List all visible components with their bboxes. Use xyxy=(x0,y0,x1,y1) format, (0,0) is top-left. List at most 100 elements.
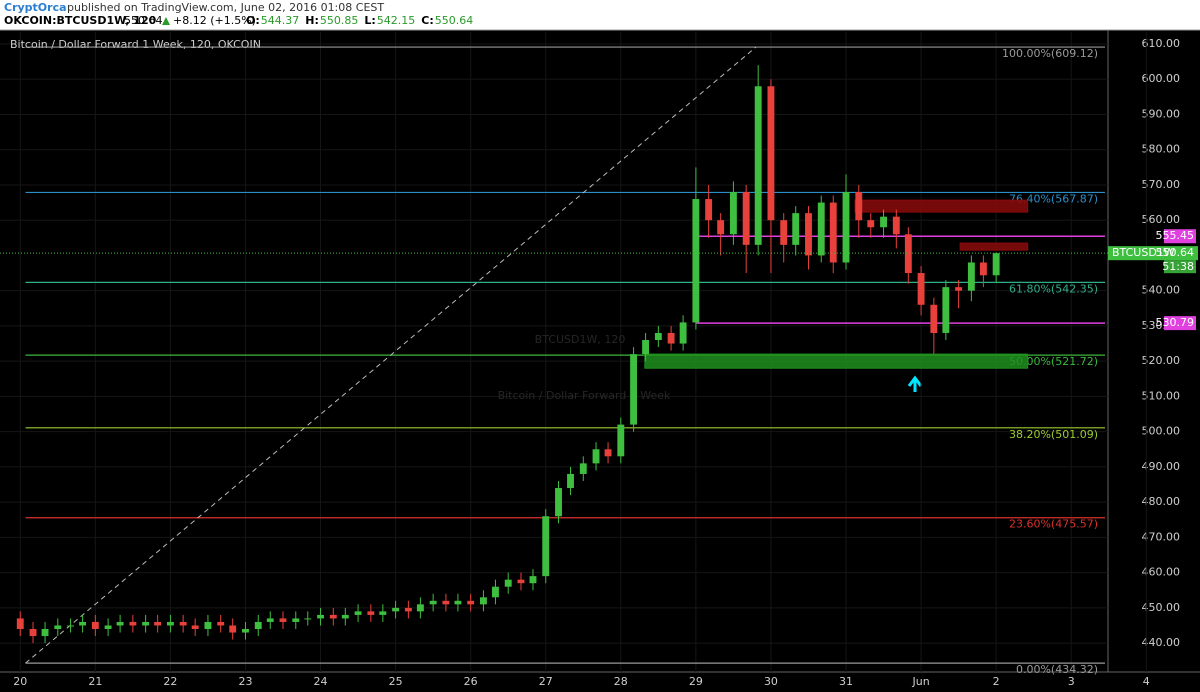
price-box xyxy=(1108,246,1198,261)
author[interactable]: CryptOrca xyxy=(4,1,67,14)
candle-body xyxy=(317,614,324,619)
fib-label: 100.00%(609.12) xyxy=(1002,47,1098,60)
candle-body xyxy=(529,576,537,584)
price-tag xyxy=(1164,229,1196,244)
last-price: 550.64 xyxy=(124,14,163,27)
candle-body xyxy=(705,199,713,221)
candle-body xyxy=(104,625,112,630)
candle-body xyxy=(517,579,525,584)
ohlc-value: 550.64 xyxy=(435,14,474,27)
candle-body xyxy=(229,625,237,633)
candle-body xyxy=(242,629,249,633)
candle-body xyxy=(191,625,199,630)
up-triangle xyxy=(162,17,170,25)
candle-body xyxy=(717,220,725,235)
published: published on TradingView.com, June 02, 2… xyxy=(67,1,384,14)
candle-body xyxy=(829,202,837,263)
candle-body xyxy=(154,621,162,626)
candle-body xyxy=(967,262,975,291)
candle-body xyxy=(742,192,750,245)
price-tag xyxy=(1164,316,1196,331)
candle-body xyxy=(955,287,963,291)
candle-body xyxy=(604,449,612,457)
candle-body xyxy=(504,579,512,587)
y-tick-label: 520.00 xyxy=(1142,354,1181,367)
candle-body xyxy=(992,253,1000,276)
fib-trend xyxy=(25,46,757,664)
candle-body xyxy=(416,604,424,612)
candle-body xyxy=(667,332,675,344)
x-tick-label: 22 xyxy=(163,675,177,688)
candle-body xyxy=(842,192,850,263)
candle-body xyxy=(79,621,87,626)
candle-body xyxy=(404,607,412,612)
candle-body xyxy=(942,287,950,333)
candle-body xyxy=(367,611,375,615)
candle-body xyxy=(542,516,550,577)
candle-body xyxy=(805,213,812,256)
candle-body xyxy=(467,600,475,605)
price-box-value: 550.64 xyxy=(1156,246,1195,259)
candle-body xyxy=(617,424,625,457)
candle-body xyxy=(654,332,662,341)
candle-body xyxy=(129,621,137,626)
y-tick-label: 500.00 xyxy=(1142,425,1181,438)
x-tick-label: 2 xyxy=(993,675,1000,688)
candle-body xyxy=(817,202,825,256)
price-tag-text: 555.45 xyxy=(1156,229,1195,242)
candle-body xyxy=(642,340,650,355)
candle-body xyxy=(329,614,337,619)
candle-body xyxy=(392,607,400,612)
x-tick-label: 27 xyxy=(539,675,553,688)
y-tick-label: 450.00 xyxy=(1142,601,1181,614)
candle-body xyxy=(579,463,587,474)
y-tick-label: 490.00 xyxy=(1142,460,1181,473)
candle-body xyxy=(592,449,600,464)
countdown-box xyxy=(1164,260,1196,274)
fib-label: 50.00%(521.72) xyxy=(1009,355,1098,368)
candle-body xyxy=(29,629,37,637)
header-bg xyxy=(0,0,1200,30)
candle-body xyxy=(729,192,737,235)
y-tick-label: 610.00 xyxy=(1142,37,1181,50)
x-tick-label: 29 xyxy=(689,675,703,688)
fib-label: 23.60%(475.57) xyxy=(1009,518,1098,531)
candle-body xyxy=(567,473,574,489)
candle-body xyxy=(16,618,24,630)
price-box-name: BTCUSD1W xyxy=(1112,246,1175,259)
candle-body xyxy=(442,600,450,605)
countdown: 51:38 xyxy=(1162,260,1194,273)
candle-body xyxy=(555,488,562,517)
candle-body xyxy=(930,304,938,333)
candle-body xyxy=(54,625,62,630)
x-tick-label: 30 xyxy=(764,675,778,688)
candle-body xyxy=(867,220,875,228)
watermark: BTCUSD1W, 120 xyxy=(535,333,626,346)
fib-label: 38.20%(501.09) xyxy=(1009,428,1098,441)
y-tick-label: 590.00 xyxy=(1142,107,1181,120)
fib-label: 76.40%(567.87) xyxy=(1009,192,1098,205)
y-tick-label: 580.00 xyxy=(1142,143,1181,156)
y-tick-label: 600.00 xyxy=(1142,72,1181,85)
x-tick-label: 26 xyxy=(464,675,478,688)
candle-body xyxy=(292,618,300,622)
ohlc-label: O: xyxy=(246,14,260,27)
fib-label: 0.00%(434.32) xyxy=(1016,663,1098,676)
y-tick-label: 480.00 xyxy=(1142,495,1181,508)
x-tick-label: 4 xyxy=(1143,675,1150,688)
price-tag-text: 530.79 xyxy=(1156,316,1195,329)
ohlc-value: 544.37 xyxy=(261,14,300,27)
candle-body xyxy=(179,621,187,626)
candle-body xyxy=(780,220,788,245)
candle-body xyxy=(892,216,900,235)
ohlc-label: C: xyxy=(421,14,433,27)
zone xyxy=(644,353,1029,369)
candle-body xyxy=(254,621,262,630)
y-tick-label: 570.00 xyxy=(1142,178,1181,191)
zone xyxy=(854,199,1029,213)
candle-body xyxy=(279,618,287,622)
candle-body xyxy=(41,629,49,637)
candle-body xyxy=(116,621,124,626)
arrow xyxy=(907,375,923,392)
